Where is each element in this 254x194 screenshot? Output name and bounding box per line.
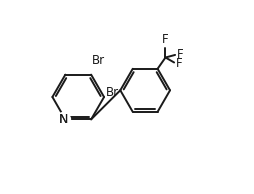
Text: F: F xyxy=(177,48,183,61)
Text: Br: Br xyxy=(92,54,105,67)
Text: Br: Br xyxy=(106,86,119,99)
Text: N: N xyxy=(58,113,68,126)
Text: F: F xyxy=(176,57,182,70)
Text: N: N xyxy=(58,113,68,126)
Text: F: F xyxy=(162,33,169,46)
